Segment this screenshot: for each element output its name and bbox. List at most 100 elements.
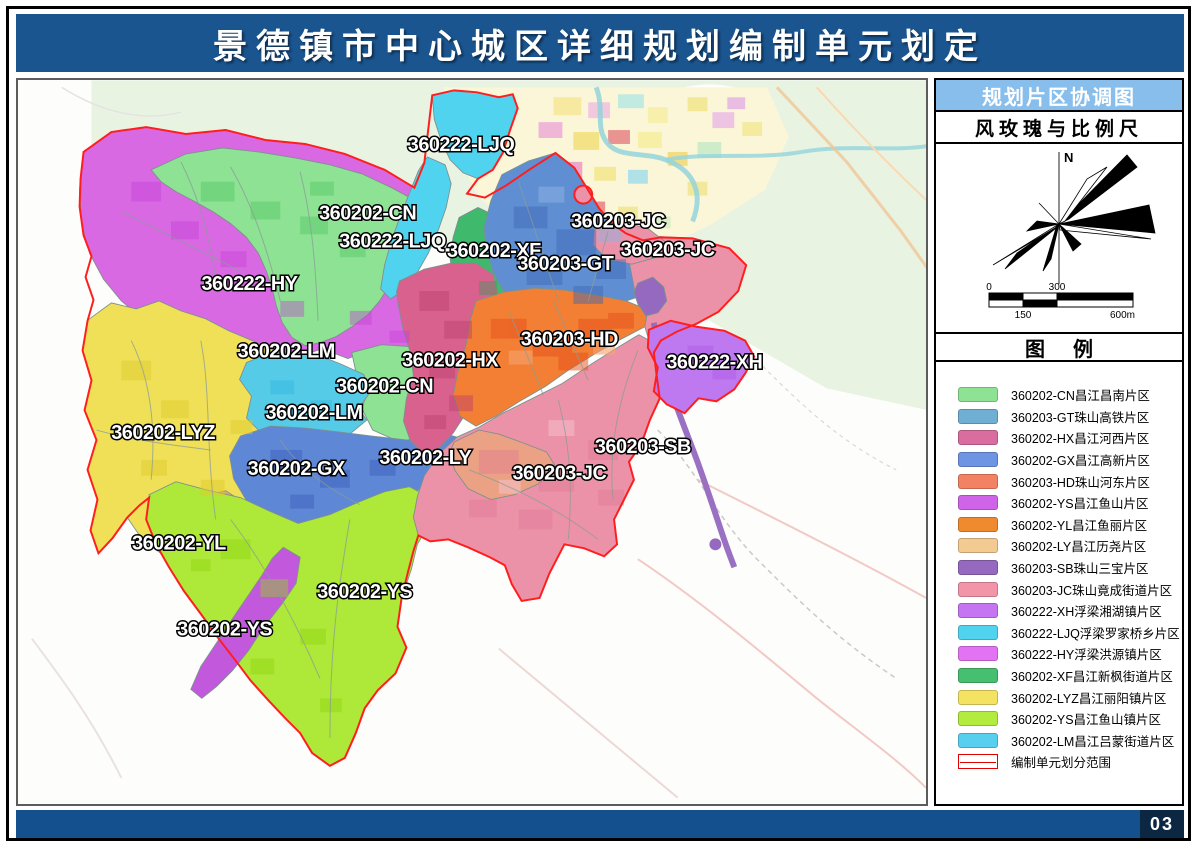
legend-item: 360202-LM昌江吕蒙街道片区 [958, 730, 1182, 752]
unit-code-label: 360203-JC [621, 239, 715, 261]
legend-swatch [958, 732, 998, 748]
legend-label: 360203-GT珠山高铁片区 [1011, 410, 1150, 425]
legend-label: 360202-XF昌江新枫街道片区 [1011, 670, 1173, 685]
legend-item: 360202-YL昌江鱼丽片区 [958, 514, 1182, 536]
unit-code-label: 360203-GT [517, 253, 613, 275]
svg-text:600m: 600m [1110, 310, 1135, 321]
windrose-box: N 0 300 [936, 144, 1182, 334]
unit-code-label: 360202-HX [402, 349, 499, 371]
legend-swatch [958, 624, 998, 640]
legend-label: 360202-YS昌江鱼山镇片区 [1011, 713, 1162, 728]
legend-list: 360202-CN昌江昌南片区 360203-GT珠山高铁片区 360202-HX昌… [936, 362, 1182, 804]
page-title: 景德镇市中心城区详细规划编制单元划定 [213, 27, 987, 66]
unit-code-label: 360202-LM [265, 402, 362, 424]
legend-label: 360202-LY昌江历尧片区 [1011, 540, 1147, 555]
legend-item: 360202-XF昌江新枫街道片区 [958, 665, 1182, 687]
unit-code-label: 360222-LJQ [339, 230, 446, 252]
unit-code-label: 360222-LJQ [408, 134, 515, 156]
wind-rose: N 0 300 [986, 150, 1156, 321]
panel-header: 规划片区协调图 [936, 80, 1182, 112]
unit-code-label: 360202-LYZ [111, 422, 215, 444]
unit-code-label: 360222-HY [201, 273, 297, 295]
svg-text:150: 150 [1015, 310, 1032, 321]
legend-item: 360222-XH浮梁湘湖镇片区 [958, 600, 1182, 622]
region-SB-blob [633, 276, 668, 317]
legend-swatch [958, 430, 998, 446]
legend-item: 360222-HY浮梁洪源镇片区 [958, 643, 1182, 665]
legend-label: 360203-SB珠山三宝片区 [1011, 562, 1149, 577]
unit-code-label: 360222-XH [666, 351, 762, 373]
unit-code-label: 360202-CN [336, 375, 433, 397]
legend-label: 360222-LJQ浮梁罗家桥乡片区 [1011, 626, 1180, 641]
legend-item: 360202-CN昌江昌南片区 [958, 384, 1182, 406]
scale-bar: 0 300 150 600m [986, 282, 1135, 321]
legend-item: 360222-LJQ浮梁罗家桥乡片区 [958, 622, 1182, 644]
legend-swatch [958, 516, 998, 532]
legend-swatch [958, 646, 998, 662]
river [593, 86, 700, 223]
legend-label: 360202-GX昌江高新片区 [1011, 454, 1150, 469]
legend-swatch [958, 408, 998, 424]
legend-label: 360202-LYZ昌江丽阳镇片区 [1011, 691, 1167, 706]
side-panel: 规划片区协调图 风玫瑰与比例尺 N [934, 78, 1184, 806]
unit-code-label: 360202-YS [177, 619, 272, 641]
unit-code-label: 360202-YL [132, 532, 226, 554]
legend-item: 360203-JC珠山竟成街道片区 [958, 578, 1182, 600]
unit-code-label: 360202-LY [379, 447, 471, 469]
legend-swatch [958, 560, 998, 576]
legend-swatch [958, 603, 998, 619]
legend-title: 图例 [936, 334, 1182, 362]
legend-item: 360202-YS昌江鱼山片区 [958, 492, 1182, 514]
legend-item: 360202-YS昌江鱼山镇片区 [958, 708, 1182, 730]
legend-swatch [958, 495, 998, 511]
region-HX [396, 262, 499, 454]
north-label: N [1064, 150, 1073, 165]
legend-swatch [958, 452, 998, 468]
legend-item: 360202-HX昌江河西片区 [958, 427, 1182, 449]
legend-swatch [958, 473, 998, 489]
unit-boundaries [96, 161, 639, 739]
bottom-bar: 03 [16, 810, 1184, 838]
legend-swatch [958, 538, 998, 554]
legend-item: 360202-LY昌江历尧片区 [958, 535, 1182, 557]
region-LM [239, 352, 372, 439]
region-SB-dot [709, 538, 722, 551]
legend-label: 360202-CN昌江昌南片区 [1011, 389, 1150, 404]
legend-swatch [958, 581, 998, 597]
planning-map: 360222-LJQ 360202-CN 360222-LJQ 360202-XF 36… [16, 78, 928, 806]
legend-swatch [958, 689, 998, 705]
unit-code-label: 360202-XF [447, 240, 541, 262]
legend-swatch [958, 387, 998, 403]
legend-item: 360203-HD珠山河东片区 [958, 470, 1182, 492]
legend-label: 360203-HD珠山河东片区 [1011, 475, 1150, 490]
region-YSP [190, 546, 301, 699]
unit-code-label: 360203-SB [595, 436, 691, 458]
unit-code-label: 360202-GX [248, 458, 346, 480]
legend-item-range: 编制单元划分范围 [958, 751, 1182, 773]
unit-code-label: 360202-YS [317, 581, 412, 603]
legend-label: 360202-LM昌江吕蒙街道片区 [1011, 734, 1175, 749]
legend-item: 360202-LYZ昌江丽阳镇片区 [958, 686, 1182, 708]
legend-label: 360202-HX昌江河西片区 [1011, 432, 1150, 447]
title-bar: 景德镇市中心城区详细规划编制单元划定 [16, 14, 1184, 72]
legend-item: 360202-GX昌江高新片区 [958, 449, 1182, 471]
legend-label: 编制单元划分范围 [1011, 756, 1112, 771]
parcel-texture [121, 181, 737, 713]
planning-boundary [78, 89, 756, 768]
legend-label: 360202-YS昌江鱼山片区 [1011, 497, 1149, 512]
legend-swatch [958, 668, 998, 684]
unit-code-label: 360203-JC [513, 463, 607, 485]
page-number: 03 [1140, 810, 1184, 838]
svg-text:300: 300 [1049, 282, 1066, 293]
legend-item: 360203-GT珠山高铁片区 [958, 406, 1182, 428]
region-LY [448, 429, 558, 501]
range-line-swatch [958, 754, 998, 770]
legend-label: 360202-YL昌江鱼丽片区 [1011, 518, 1148, 533]
unit-code-label: 360203-JC [571, 210, 665, 232]
unit-code-label: 360202-LM [238, 341, 335, 363]
legend-label: 360222-XH浮梁湘湖镇片区 [1011, 605, 1162, 620]
legend-swatch [958, 711, 998, 727]
region-CN [150, 147, 430, 347]
